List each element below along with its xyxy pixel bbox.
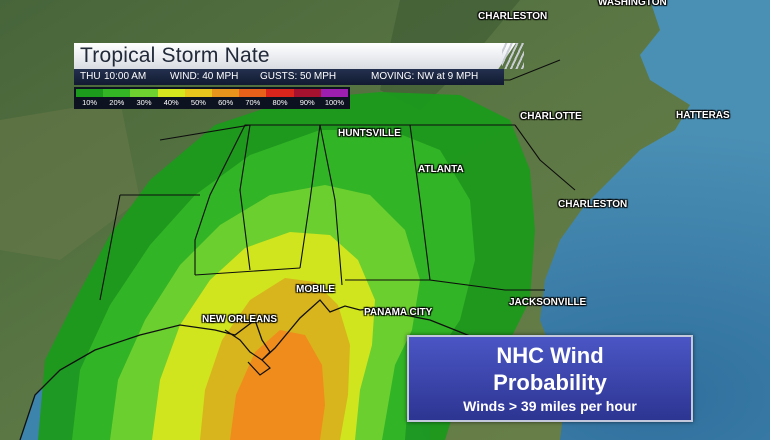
legend-swatch	[184, 89, 213, 97]
storm-title: Tropical Storm Nate	[80, 44, 270, 67]
city-label-huntsville: HUNTSVILLE	[338, 128, 401, 139]
city-label-new-orleans: NEW ORLEANS	[202, 314, 277, 325]
legend-label: 30%	[136, 98, 152, 107]
city-label-atlanta: ATLANTA	[418, 164, 464, 175]
legend-labels: 10% 20% 30% 40% 50% 60% 70% 80% 90% 100%	[76, 98, 348, 108]
city-label-panama-city: PANAMA CITY	[364, 307, 433, 318]
legend-swatch	[76, 89, 104, 97]
legend-label: 40%	[163, 98, 179, 107]
day-label: THU	[80, 71, 101, 82]
info-box-line1: NHC Wind	[496, 343, 604, 368]
city-label-jacksonville: JACKSONVILLE	[509, 297, 587, 308]
probability-legend: 10% 20% 30% 40% 50% 60% 70% 80% 90% 100%	[74, 87, 350, 109]
legend-color-bar	[76, 89, 349, 97]
storm-header: Tropical Storm Nate THU 10:00 AM WIND: 4…	[74, 43, 524, 109]
legend-swatch	[239, 89, 267, 97]
legend-label: 80%	[272, 98, 288, 107]
storm-info-bar: THU 10:00 AM WIND: 40 MPH GUSTS: 50 MPH …	[74, 69, 504, 85]
title-stripes-decoration	[502, 43, 524, 69]
legend-swatch	[212, 89, 240, 97]
contour-60	[230, 330, 325, 440]
info-box-line2: Probability	[493, 370, 607, 395]
city-label-hatteras: HATTERAS	[676, 110, 730, 121]
state-borders	[99, 59, 576, 301]
legend-swatch	[157, 89, 185, 97]
city-label-charlotte: CHARLOTTE	[520, 111, 582, 122]
storm-title-bar: Tropical Storm Nate	[74, 43, 516, 69]
legend-label: 20%	[109, 98, 125, 107]
nhc-wind-probability-box: NHC Wind Probability Winds > 39 miles pe…	[407, 335, 693, 422]
legend-label: 90%	[299, 98, 315, 107]
legend-label: 60%	[218, 98, 234, 107]
legend-label: 70%	[245, 98, 261, 107]
legend-swatch	[130, 89, 158, 97]
moving-label: MOVING: NW at 9 MPH	[371, 71, 479, 82]
city-label-mobile: MOBILE	[296, 284, 335, 295]
gulf-coastline	[19, 299, 511, 440]
legend-swatch	[266, 89, 294, 97]
city-label-washington: WASHINGTON	[598, 0, 667, 8]
legend-swatch	[103, 89, 131, 97]
wind-label: WIND: 40 MPH	[170, 71, 239, 82]
gusts-label: GUSTS: 50 MPH	[260, 71, 337, 82]
legend-label: 100%	[324, 98, 345, 107]
city-label-charleston-wv: CHARLESTON	[478, 11, 548, 22]
legend-swatch	[293, 89, 321, 97]
info-box-line3: Winds > 39 miles per hour	[463, 398, 637, 414]
city-label-charleston-sc: CHARLESTON	[558, 199, 628, 210]
time-label: 10:00 AM	[104, 71, 147, 82]
legend-label: 50%	[190, 98, 206, 107]
mississippi-delta	[224, 329, 271, 376]
legend-label: 10%	[82, 98, 98, 107]
plains-shade	[0, 100, 140, 260]
legend-swatch	[320, 89, 349, 97]
